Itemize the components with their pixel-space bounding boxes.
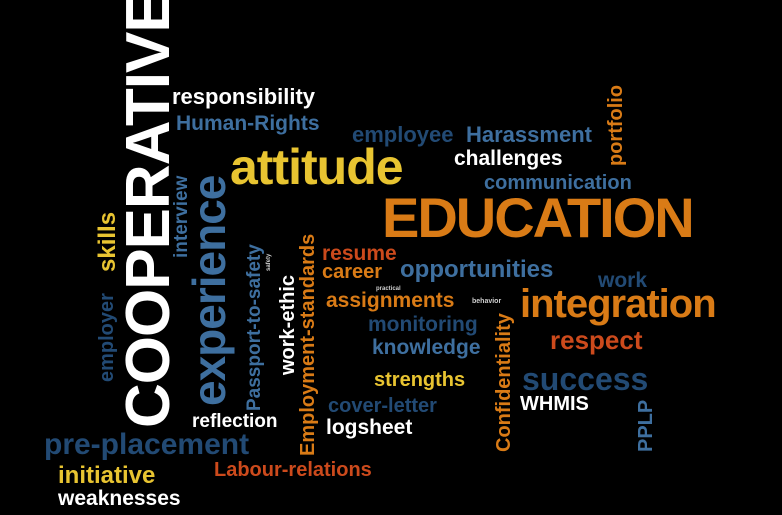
word-opportunities: opportunities bbox=[400, 256, 554, 283]
word-attitude: attitude bbox=[230, 139, 404, 195]
word-respect: respect bbox=[550, 325, 643, 355]
word-resume: resume bbox=[322, 242, 397, 265]
word-work: work bbox=[598, 269, 648, 292]
word-confidentiality: Confidentiality bbox=[493, 313, 515, 452]
word-behavior: behavior bbox=[472, 298, 502, 305]
word-employer: employer bbox=[96, 293, 118, 382]
word-interview: interview bbox=[171, 175, 192, 258]
word-portfolio: portfolio bbox=[605, 84, 627, 166]
word-career: career bbox=[322, 261, 383, 283]
word-responsibility: responsibility bbox=[172, 84, 316, 109]
word-weaknesses: weaknesses bbox=[58, 487, 181, 510]
word-experience: experience bbox=[183, 175, 235, 406]
word-strengths: strengths bbox=[374, 369, 466, 391]
word-logsheet: logsheet bbox=[326, 416, 413, 439]
word-human-rights: Human-Rights bbox=[176, 112, 320, 135]
word-work-ethic: work-ethic bbox=[277, 274, 299, 375]
word-challenges: challenges bbox=[454, 147, 563, 170]
word-pre-placement: pre-placement bbox=[44, 428, 250, 461]
word-employee: employee bbox=[352, 122, 454, 147]
word-success: success bbox=[522, 361, 649, 397]
word-communication: communication bbox=[484, 172, 632, 194]
word-skills: skills bbox=[94, 211, 121, 272]
word-labour-relations: Labour-relations bbox=[214, 459, 372, 481]
word-cover-letter: cover-letter bbox=[328, 395, 437, 417]
word-passport-to-safety: Passport-to-safety bbox=[244, 244, 265, 411]
word-practical: practical bbox=[376, 286, 401, 292]
word-safety: safety bbox=[266, 253, 272, 271]
word-pplp: PPLP bbox=[635, 399, 657, 452]
word-monitoring: monitoring bbox=[368, 313, 478, 336]
word-education: EDUCATION bbox=[382, 186, 695, 249]
word-whmis: WHMIS bbox=[520, 393, 589, 415]
word-employment-standards: Employment-standards bbox=[297, 233, 319, 456]
word-integration: integration bbox=[520, 282, 717, 326]
word-knowledge: knowledge bbox=[372, 336, 481, 359]
word-reflection: reflection bbox=[192, 411, 278, 432]
word-assignments: assignments bbox=[326, 289, 455, 312]
word-initiative: initiative bbox=[58, 462, 156, 489]
word-harassment: Harassment bbox=[466, 122, 592, 147]
